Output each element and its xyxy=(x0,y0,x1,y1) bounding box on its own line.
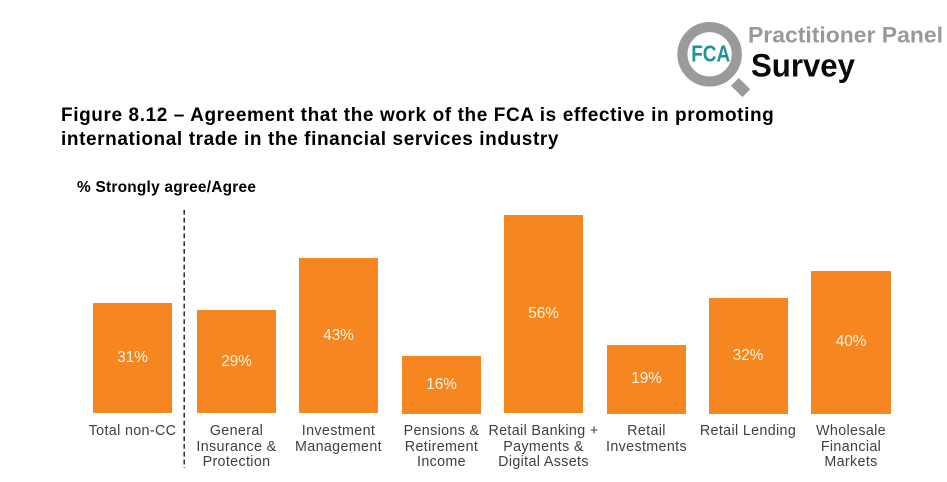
svg-text:Survey: Survey xyxy=(751,48,855,84)
svg-text:FCA: FCA xyxy=(691,41,730,67)
svg-text:Practitioner Panel: Practitioner Panel xyxy=(748,22,943,47)
